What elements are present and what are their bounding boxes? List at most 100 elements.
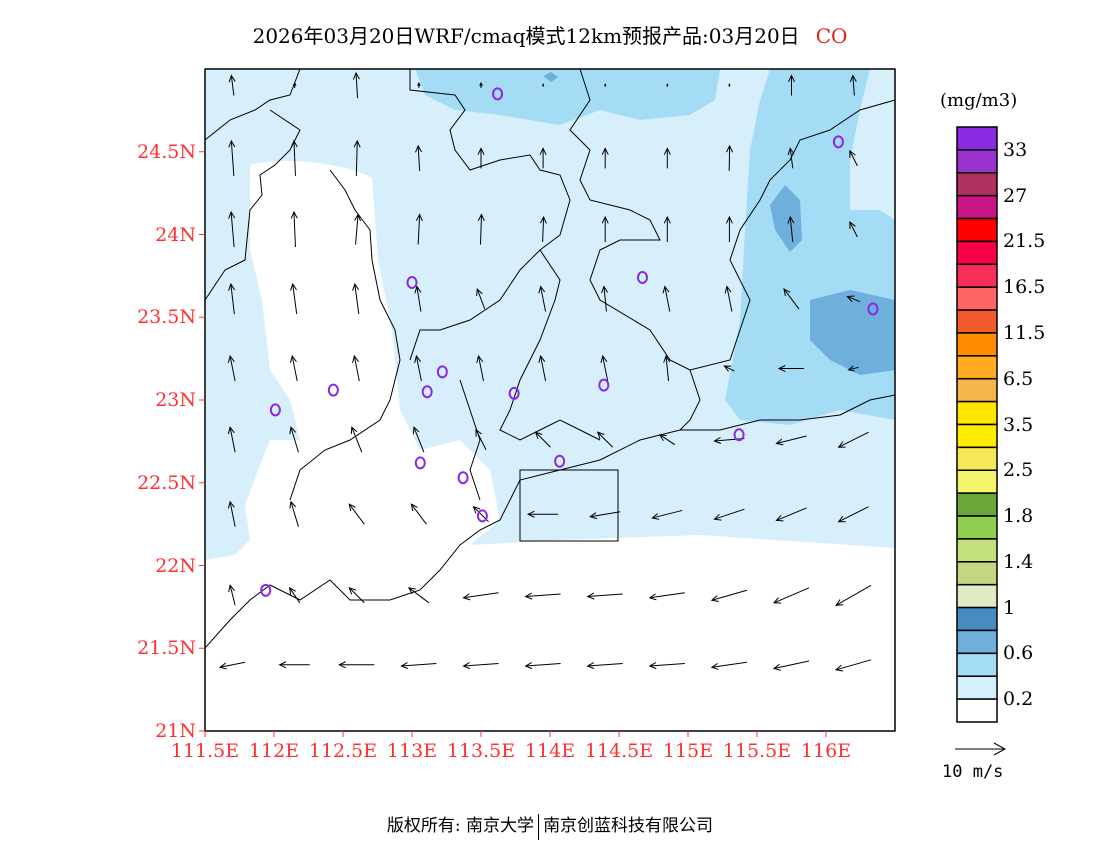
colorbar-label: 1.8 bbox=[1003, 505, 1034, 528]
colorbar-swatch bbox=[956, 377, 998, 403]
wind-arrow bbox=[414, 354, 422, 382]
wind-arrow bbox=[290, 139, 298, 176]
wind-arrow bbox=[526, 510, 559, 518]
reference-vector-arrow bbox=[955, 742, 1007, 756]
wind-arrow bbox=[787, 147, 795, 169]
wind-arrow bbox=[586, 662, 623, 670]
colorbar-swatch bbox=[956, 675, 998, 700]
wind-arrow bbox=[596, 431, 614, 448]
colorbar-swatch bbox=[956, 515, 998, 540]
colorbar-label: 3.5 bbox=[1003, 413, 1034, 436]
wind-arrow bbox=[849, 149, 858, 167]
station-marker bbox=[260, 583, 272, 597]
wind-arrow bbox=[648, 592, 685, 601]
wind-arrow bbox=[476, 287, 486, 310]
colorbar-swatch bbox=[956, 423, 998, 449]
y-tick-label: 23N bbox=[155, 389, 196, 411]
station-marker bbox=[457, 471, 469, 485]
y-tick-label: 22N bbox=[155, 554, 196, 577]
wind-arrow bbox=[400, 662, 437, 670]
wind-arrow bbox=[352, 282, 360, 315]
wind-arrow bbox=[348, 503, 365, 525]
footer-divider bbox=[538, 813, 540, 840]
wind-arrow bbox=[662, 285, 671, 312]
wind-arrow bbox=[412, 426, 425, 453]
wind-arrow bbox=[601, 285, 609, 312]
wind-vectors bbox=[218, 71, 872, 672]
colorbar-swatch bbox=[956, 538, 998, 563]
wind-arrow bbox=[728, 83, 731, 87]
title-main: 2026年03月20日WRF/cmaq模式12km预报产品:03月20日 bbox=[252, 24, 800, 48]
wind-arrow bbox=[604, 83, 607, 87]
x-tick-label: 111.5E bbox=[170, 740, 240, 762]
wind-arrow bbox=[539, 147, 547, 169]
wind-arrow bbox=[713, 436, 745, 444]
map-title: 2026年03月20日WRF/cmaq模式12km预报产品:03月20日 CO bbox=[0, 20, 1100, 49]
colorbar-swatch bbox=[956, 492, 998, 517]
y-tick-label: 22.5N bbox=[137, 471, 196, 494]
colorbar-label: 0.6 bbox=[1003, 642, 1034, 665]
wind-arrow bbox=[772, 660, 810, 671]
wind-arrow bbox=[835, 584, 872, 606]
colorbar-label: 33 bbox=[1003, 138, 1028, 161]
colorbar-swatch bbox=[956, 698, 998, 723]
x-tick-label: 113.5E bbox=[446, 740, 516, 762]
wind-arrow bbox=[666, 83, 669, 87]
wind-arrow bbox=[524, 592, 561, 600]
hong-kong-box bbox=[519, 469, 619, 542]
colorbar-swatch bbox=[956, 400, 998, 426]
wind-arrow bbox=[787, 215, 795, 243]
copyright-left: 版权所有: 南京大学 bbox=[386, 816, 535, 836]
colorbar-unit: (mg/m3) bbox=[940, 90, 1018, 111]
wind-arrow bbox=[292, 81, 297, 89]
colorbar-swatch bbox=[956, 263, 998, 288]
wind-arrow bbox=[477, 213, 485, 245]
wind-arrow bbox=[352, 354, 360, 382]
wind-arrow bbox=[534, 431, 551, 448]
wind-arrow bbox=[218, 661, 246, 670]
wind-arrow bbox=[847, 365, 859, 372]
colorbar-swatch bbox=[956, 446, 998, 472]
province-border bbox=[205, 109, 301, 301]
wind-arrow bbox=[663, 215, 671, 243]
province-border bbox=[289, 169, 401, 501]
x-tick-label: 115.5E bbox=[722, 740, 792, 762]
wind-arrow bbox=[228, 282, 236, 315]
wind-arrow bbox=[783, 288, 800, 310]
wind-arrow bbox=[837, 506, 869, 523]
x-tick-label: 112.5E bbox=[308, 740, 378, 762]
wind-arrow bbox=[475, 428, 487, 450]
wind-arrow bbox=[348, 586, 365, 604]
y-tick-label: 24.5N bbox=[137, 140, 196, 163]
wind-arrow bbox=[772, 587, 810, 604]
wind-arrow bbox=[415, 213, 423, 245]
station-markers bbox=[260, 87, 879, 597]
colorbar-label: 11.5 bbox=[1003, 321, 1046, 344]
wind-arrow bbox=[289, 586, 301, 604]
station-marker bbox=[554, 454, 566, 468]
wind-arrow bbox=[227, 354, 236, 382]
fill-1-region-a bbox=[770, 185, 802, 252]
wind-arrow bbox=[849, 221, 858, 238]
fill-layer bbox=[205, 69, 895, 731]
wind-arrow bbox=[586, 592, 623, 600]
colorbar-swatch bbox=[956, 469, 998, 494]
wind-arrow bbox=[476, 354, 484, 382]
wind-arrow bbox=[601, 215, 609, 243]
wind-arrow bbox=[834, 659, 872, 672]
wind-arrow bbox=[479, 81, 483, 89]
wind-arrow bbox=[777, 365, 804, 373]
wind-arrow bbox=[227, 500, 236, 527]
wind-arrow bbox=[775, 507, 807, 522]
wind-arrow bbox=[354, 213, 362, 245]
colorbar-swatch bbox=[956, 194, 998, 220]
wind-arrow bbox=[228, 584, 236, 606]
colorbar-swatch bbox=[956, 583, 998, 609]
wind-arrow bbox=[589, 511, 621, 520]
colorbar-swatch bbox=[956, 149, 998, 174]
colorbar-label: 27 bbox=[1003, 184, 1028, 207]
x-tick-label: 114.5E bbox=[584, 740, 654, 762]
colorbar-swatch bbox=[956, 561, 998, 586]
wind-arrow bbox=[352, 71, 360, 99]
y-tick-label: 23.5N bbox=[137, 306, 196, 329]
